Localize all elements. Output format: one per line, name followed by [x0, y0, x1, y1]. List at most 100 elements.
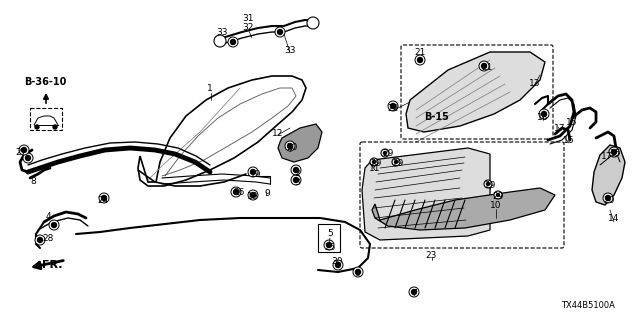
Text: 11: 11: [369, 164, 381, 172]
Circle shape: [53, 125, 57, 129]
Text: 19: 19: [247, 191, 259, 201]
Text: 5: 5: [327, 228, 333, 237]
Circle shape: [250, 193, 255, 197]
Text: 29: 29: [492, 191, 504, 201]
Text: 14: 14: [608, 213, 620, 222]
Circle shape: [479, 61, 489, 71]
Circle shape: [35, 235, 45, 245]
Text: 7: 7: [411, 290, 417, 299]
Circle shape: [307, 17, 319, 29]
Polygon shape: [362, 148, 490, 240]
Text: 15: 15: [611, 148, 621, 157]
Circle shape: [287, 143, 292, 148]
Text: 27: 27: [15, 148, 27, 156]
Circle shape: [38, 237, 42, 243]
Text: 28: 28: [42, 234, 54, 243]
Text: 33: 33: [216, 28, 228, 36]
Circle shape: [248, 190, 258, 200]
Circle shape: [353, 267, 363, 277]
Circle shape: [392, 158, 400, 166]
Circle shape: [605, 196, 611, 201]
Circle shape: [324, 240, 334, 250]
Circle shape: [309, 19, 317, 27]
Circle shape: [51, 222, 56, 228]
Circle shape: [49, 220, 59, 230]
Text: 9: 9: [264, 188, 270, 197]
Polygon shape: [406, 52, 545, 132]
Circle shape: [494, 191, 502, 199]
Circle shape: [611, 149, 616, 155]
Text: 29: 29: [382, 148, 394, 157]
Text: 2: 2: [294, 169, 300, 178]
Polygon shape: [278, 124, 322, 162]
Text: 8: 8: [30, 177, 36, 186]
Text: 17: 17: [554, 124, 566, 132]
Text: 29: 29: [392, 158, 404, 167]
Circle shape: [415, 55, 425, 65]
Circle shape: [294, 167, 298, 172]
Circle shape: [250, 170, 255, 174]
Text: 19: 19: [250, 170, 262, 179]
Bar: [30, 108, 62, 130]
Circle shape: [484, 180, 492, 188]
Text: 20: 20: [286, 142, 298, 151]
Text: 25: 25: [324, 243, 336, 252]
Circle shape: [228, 37, 238, 47]
Text: 12: 12: [272, 129, 284, 138]
Circle shape: [278, 29, 282, 35]
Circle shape: [230, 39, 236, 44]
Circle shape: [497, 194, 499, 196]
Text: 31: 31: [243, 13, 253, 22]
Text: 23: 23: [426, 252, 436, 260]
Polygon shape: [592, 145, 625, 205]
Text: 20: 20: [604, 196, 614, 204]
Circle shape: [234, 189, 239, 195]
Circle shape: [214, 35, 226, 47]
Text: 4: 4: [45, 212, 51, 220]
Text: 15: 15: [566, 117, 578, 126]
Text: 29: 29: [484, 180, 496, 189]
Circle shape: [355, 269, 360, 275]
Circle shape: [539, 109, 549, 119]
Text: TX44B5100A: TX44B5100A: [561, 301, 615, 310]
Text: 22: 22: [387, 103, 399, 113]
Text: 18: 18: [537, 113, 548, 122]
Circle shape: [102, 196, 106, 201]
Circle shape: [216, 37, 224, 45]
Circle shape: [294, 178, 298, 182]
Circle shape: [390, 103, 396, 108]
Text: B-15: B-15: [424, 112, 449, 122]
Text: 13: 13: [529, 78, 541, 87]
Circle shape: [231, 187, 241, 197]
Circle shape: [381, 149, 389, 157]
Circle shape: [22, 148, 26, 153]
Polygon shape: [138, 76, 306, 186]
Text: 1: 1: [207, 84, 213, 92]
Circle shape: [333, 260, 343, 270]
Circle shape: [326, 243, 332, 247]
Circle shape: [285, 141, 295, 151]
Circle shape: [275, 27, 285, 37]
Circle shape: [291, 175, 301, 185]
Text: 30: 30: [332, 257, 343, 266]
Circle shape: [541, 111, 547, 116]
Text: 24: 24: [97, 196, 109, 204]
Text: 16: 16: [563, 135, 575, 145]
Polygon shape: [372, 188, 555, 230]
Text: 10: 10: [490, 201, 502, 210]
Text: 21: 21: [414, 47, 426, 57]
Circle shape: [486, 182, 490, 186]
Text: 3: 3: [294, 178, 300, 187]
Circle shape: [409, 287, 419, 297]
Text: 26: 26: [234, 188, 244, 196]
Circle shape: [394, 161, 397, 164]
Circle shape: [388, 101, 398, 111]
Circle shape: [23, 153, 33, 163]
Circle shape: [412, 290, 417, 294]
Circle shape: [291, 165, 301, 175]
Circle shape: [19, 145, 29, 155]
Bar: [318, 224, 340, 252]
Circle shape: [335, 262, 340, 268]
Circle shape: [248, 167, 258, 177]
Text: 29: 29: [371, 158, 381, 167]
